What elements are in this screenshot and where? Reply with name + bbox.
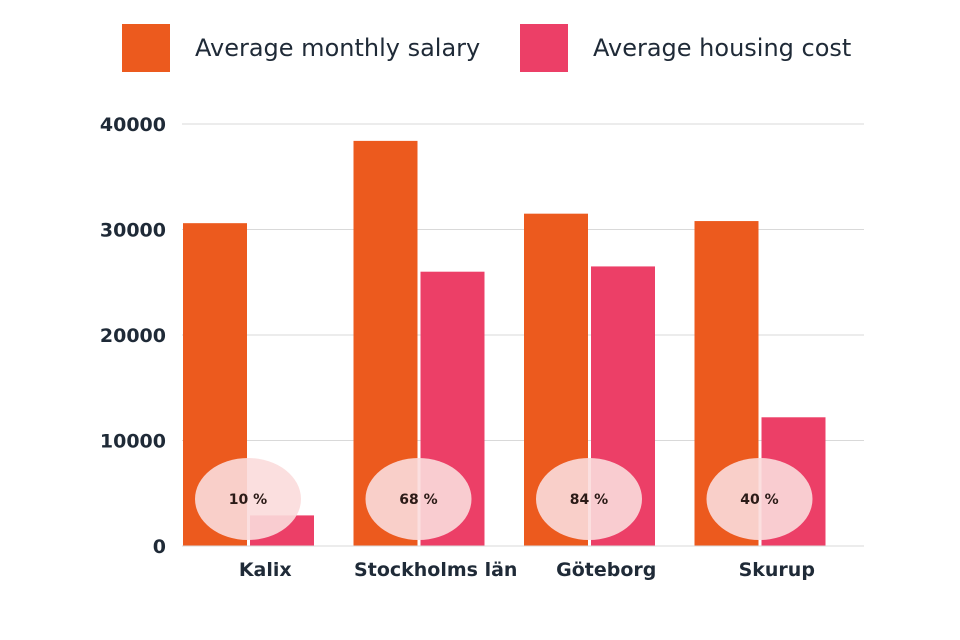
- percent-bubble: [706, 458, 813, 540]
- percent-label: 84 %: [570, 492, 608, 508]
- percent-bubble: [365, 458, 472, 540]
- legend-swatch-salary: [122, 24, 170, 72]
- y-tick-label: 0: [153, 536, 166, 558]
- legend-label-housing: Average housing cost: [593, 34, 852, 62]
- y-tick-label: 30000: [100, 220, 166, 242]
- legend-swatch-housing: [520, 24, 568, 72]
- x-tick-label: Göteborg: [556, 559, 656, 581]
- x-tick-label: Kalix: [239, 559, 292, 581]
- x-tick-label: Skurup: [739, 559, 815, 581]
- legend-item-salary: Average monthly salary: [122, 22, 480, 74]
- percent-label: 68 %: [399, 492, 437, 508]
- legend-item-housing: Average housing cost: [520, 22, 851, 74]
- y-tick-label: 10000: [100, 431, 166, 453]
- percent-bubble: [195, 458, 301, 540]
- percent-label: 40 %: [740, 492, 778, 508]
- y-tick-label: 20000: [100, 325, 166, 347]
- percent-bubble: [536, 458, 642, 540]
- x-tick-label: Stockholms län: [354, 559, 517, 581]
- percent-label: 10 %: [229, 492, 267, 508]
- legend-label-salary: Average monthly salary: [195, 34, 481, 62]
- y-tick-label: 40000: [100, 114, 166, 136]
- legend: Average monthly salary Average housing c…: [0, 22, 960, 74]
